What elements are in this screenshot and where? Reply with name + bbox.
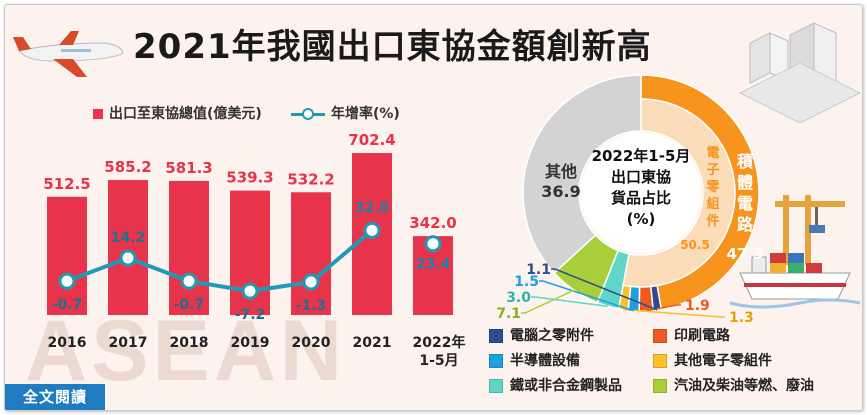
donut-center-title: 2022年1-5月 <box>592 147 691 165</box>
donut-legend-item: 鐵或非合金鋼製品 <box>489 375 622 395</box>
x-tick-label: 2020 <box>292 335 331 351</box>
line-point-6 <box>424 235 442 253</box>
callout-line <box>531 296 608 307</box>
legend-bar-label: 出口至東協總值(億美元) <box>109 106 262 122</box>
legend-swatch <box>653 329 667 343</box>
callout-line <box>551 268 658 311</box>
slice-name-label: 其他 <box>545 162 577 181</box>
slice-value-label: 47.3 <box>726 245 763 263</box>
donut-center-title: 貨品占比 <box>611 189 671 207</box>
bar-value-label: 512.5 <box>43 175 90 193</box>
legend-bar: 出口至東協總值(億美元) <box>93 103 262 123</box>
donut-legend-item: 半導體設備 <box>489 350 580 370</box>
line-value-label: -0.7 <box>52 297 83 313</box>
bar-2 <box>169 180 209 315</box>
bar-line-chart: 512.5 2016 585.2 2017 581.3 2018 539.3 2019 532.… <box>43 131 466 369</box>
inner-ring-name-char: 件 <box>706 213 719 229</box>
line-value-label: 23.4 <box>416 257 451 273</box>
slice-value-label: 1.3 <box>729 310 754 326</box>
bar-value-label: 532.2 <box>287 170 334 188</box>
line-value-label: -1.3 <box>296 298 327 314</box>
bar-value-label: 702.4 <box>348 131 395 149</box>
callout-line <box>539 280 634 312</box>
line-legend-swatch <box>291 108 325 120</box>
legend-swatch <box>489 354 503 368</box>
slice-value-label: 3.0 <box>506 290 531 306</box>
line-value-label: 32.0 <box>355 200 390 216</box>
asean-watermark: ASEAN <box>25 303 346 399</box>
slice-name-char: 電 <box>737 194 753 213</box>
x-tick-label: 2019 <box>231 335 270 351</box>
legend-label: 其他電子零組件 <box>674 353 772 369</box>
slice-value-label: 1.5 <box>514 274 539 290</box>
legend-swatch <box>489 379 503 393</box>
inner-ring-electronic-components <box>622 98 736 288</box>
bar-1 <box>108 180 148 315</box>
x-tick-label: 2016 <box>48 335 87 351</box>
inner-ring-name-char: 零 <box>705 180 720 195</box>
slice-name-char: 積 <box>736 152 754 171</box>
line-point-1 <box>119 249 137 267</box>
line-point-4 <box>302 273 320 291</box>
slice-value-label: 7.1 <box>496 306 521 322</box>
infographic-card: ASEAN <box>4 4 863 411</box>
inner-ring-name-char: 子 <box>706 163 719 178</box>
page-title: 2021年我國出口東協金額創新高 <box>133 27 652 67</box>
bar-legend-swatch <box>93 109 103 119</box>
x-tick-label: 2018 <box>170 335 209 351</box>
bar-0 <box>47 196 87 315</box>
legend-label: 鐵或非合金鋼製品 <box>510 378 622 394</box>
legend-swatch <box>653 379 667 393</box>
legend-label: 印刷電路 <box>674 328 730 344</box>
airplane-icon <box>13 31 124 77</box>
slice-value-label: 36.9 <box>541 182 580 201</box>
legend-line-label: 年增率(%) <box>331 106 400 122</box>
donut-chart: 2022年1-5月出口東協貨品占比(%)積體電路47.3電子零組件50.5其他3… <box>496 74 764 326</box>
x-tick-label: 2021 <box>353 335 392 351</box>
donut-legend-item: 印刷電路 <box>653 325 730 345</box>
donut-legend-item: 其他電子零組件 <box>653 350 772 370</box>
bar-value-label: 342.0 <box>409 214 456 232</box>
legend-label: 電腦之零附件 <box>510 328 594 344</box>
line-value-label: -7.2 <box>235 307 266 323</box>
slice-name-char: 路 <box>737 215 754 234</box>
line-point-3 <box>241 282 259 300</box>
inner-ring-name-char: 電 <box>706 146 719 161</box>
callout-line <box>521 289 575 314</box>
legend-label: 汽油及柴油等燃、廢油 <box>674 378 814 394</box>
x-tick-label: 1-5月 <box>419 353 458 369</box>
x-tick-label: 2022年 <box>413 334 466 351</box>
donut-legend-item: 汽油及柴油等燃、廢油 <box>653 375 814 395</box>
donut-center-title: (%) <box>627 210 656 228</box>
bar-value-label: 581.3 <box>165 159 212 177</box>
background-decoration: ASEAN <box>13 22 862 399</box>
buildings-icon <box>738 22 862 124</box>
legend-line: 年增率(%) <box>291 103 400 123</box>
callout-line <box>623 308 725 318</box>
donut-center-title: 出口東協 <box>611 168 671 186</box>
line-point-0 <box>58 272 76 290</box>
donut-slice-7 <box>522 74 642 275</box>
bar-value-label: 539.3 <box>226 169 273 187</box>
legend-swatch <box>653 354 667 368</box>
legend-label: 半導體設備 <box>510 353 580 369</box>
line-point-2 <box>180 272 198 290</box>
line-value-label: 14.2 <box>111 230 146 246</box>
line-value-label: -0.7 <box>174 297 205 313</box>
bar-4 <box>291 192 331 315</box>
donut-legend-item: 電腦之零附件 <box>489 325 594 345</box>
slice-value-label: 1.9 <box>685 298 710 314</box>
full-text-button[interactable]: 全文閱讀 <box>5 384 105 410</box>
cargo-ship-icon <box>729 253 861 309</box>
crane-icon <box>775 195 845 265</box>
bar-value-label: 585.2 <box>104 158 151 176</box>
line-point-5 <box>363 221 381 239</box>
x-tick-label: 2017 <box>109 335 148 351</box>
growth-rate-line <box>66 228 374 294</box>
legend-swatch <box>489 329 503 343</box>
slice-value-label: 1.1 <box>526 262 551 278</box>
inner-ring-name-char: 組 <box>706 196 719 212</box>
inner-ring-value-label: 50.5 <box>680 238 710 252</box>
slice-name-char: 體 <box>737 173 753 192</box>
